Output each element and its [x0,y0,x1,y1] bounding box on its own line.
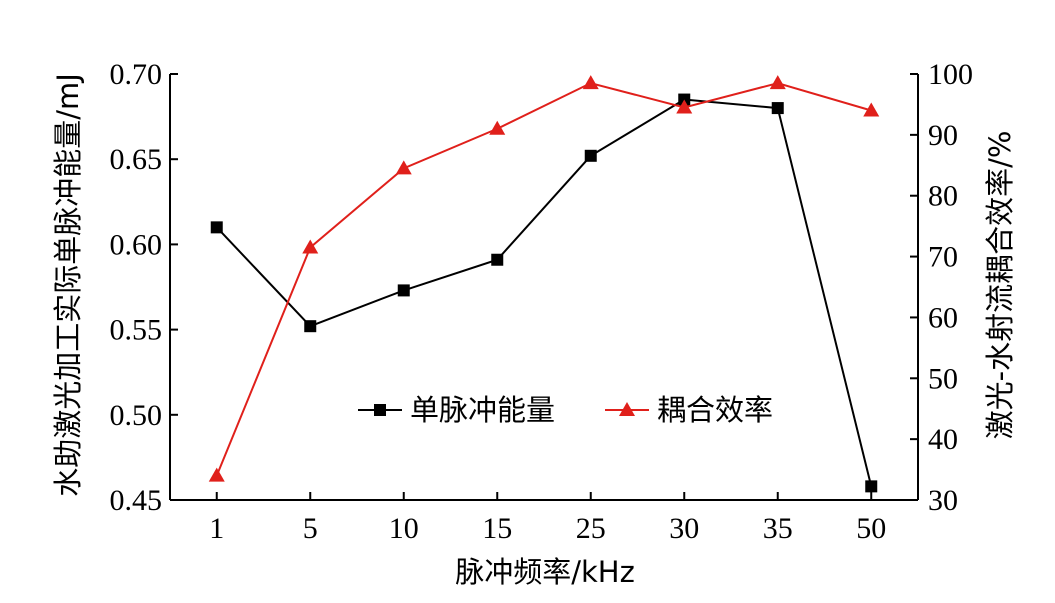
legend-pulse-energy-label: 单脉冲能量 [410,393,555,427]
pulse-energy-point [304,320,317,333]
y-right-tick-label: 90 [928,119,958,152]
pulse-energy-point [491,253,504,266]
y-right-tick-label: 60 [928,301,958,334]
x-tick-label: 25 [576,512,606,545]
y-left-tick-label: 0.45 [110,484,163,517]
pulse-energy-point [865,480,878,493]
y-right-tick-label: 40 [928,423,958,456]
y-left-tick-label: 0.70 [110,58,163,91]
legend-coupling-efficiency-label: 耦合效率 [657,393,773,427]
x-axis-title: 脉冲频率/kHz [455,555,635,589]
coupling-efficiency-point [863,102,880,117]
y-right-tick-label: 80 [928,180,958,213]
y-left-tick-label: 0.50 [110,399,163,432]
y-right-tick-label: 100 [928,58,973,91]
coupling-efficiency-point [676,99,693,114]
series [208,75,880,493]
y-axis-right-title: 激光-水射流耦合效率/% [983,131,1017,440]
pulse-energy-point [210,221,223,234]
x-tick-label: 35 [763,512,793,545]
y-left-tick-label: 0.65 [110,143,163,176]
coupling-efficiency-line [215,82,872,477]
y-left-tick-label: 0.60 [110,228,163,261]
legend: 单脉冲能量 耦合效率 [358,393,773,427]
y-left-tick-label: 0.55 [110,314,163,347]
y-right-tick-label: 50 [928,362,958,395]
y-axis-left-title: 水助激光加工实际单脉冲能量/mJ [51,73,85,497]
x-tick-label: 15 [482,512,512,545]
y-right-tick-label: 30 [928,484,958,517]
coupling-efficiency-point [489,120,506,135]
y-right-tick-label: 70 [928,241,958,274]
pulse-energy-point [771,102,784,115]
pulse-energy-point [584,149,597,162]
coupling-efficiency-point [302,239,319,254]
x-tick-label: 5 [303,512,318,545]
coupling-efficiency-point [208,467,225,482]
x-tick-label: 10 [389,512,419,545]
ticks: 0.45 0.50 0.55 0.60 0.65 0.70 30 40 50 60 70 80 90 10… [110,58,974,545]
coupling-efficiency-point [395,160,412,175]
coupling-efficiency-point [582,75,599,90]
x-tick-label: 30 [669,512,699,545]
axes [169,74,919,501]
pulse-energy-point [397,284,410,297]
x-tick-label: 1 [209,512,224,545]
legend-pulse-energy-marker [374,404,386,416]
legend-coupling-efficiency-marker [619,402,635,416]
x-tick-label: 50 [856,512,886,545]
pulse-energy-line [216,98,873,487]
coupling-efficiency-point [769,75,786,90]
